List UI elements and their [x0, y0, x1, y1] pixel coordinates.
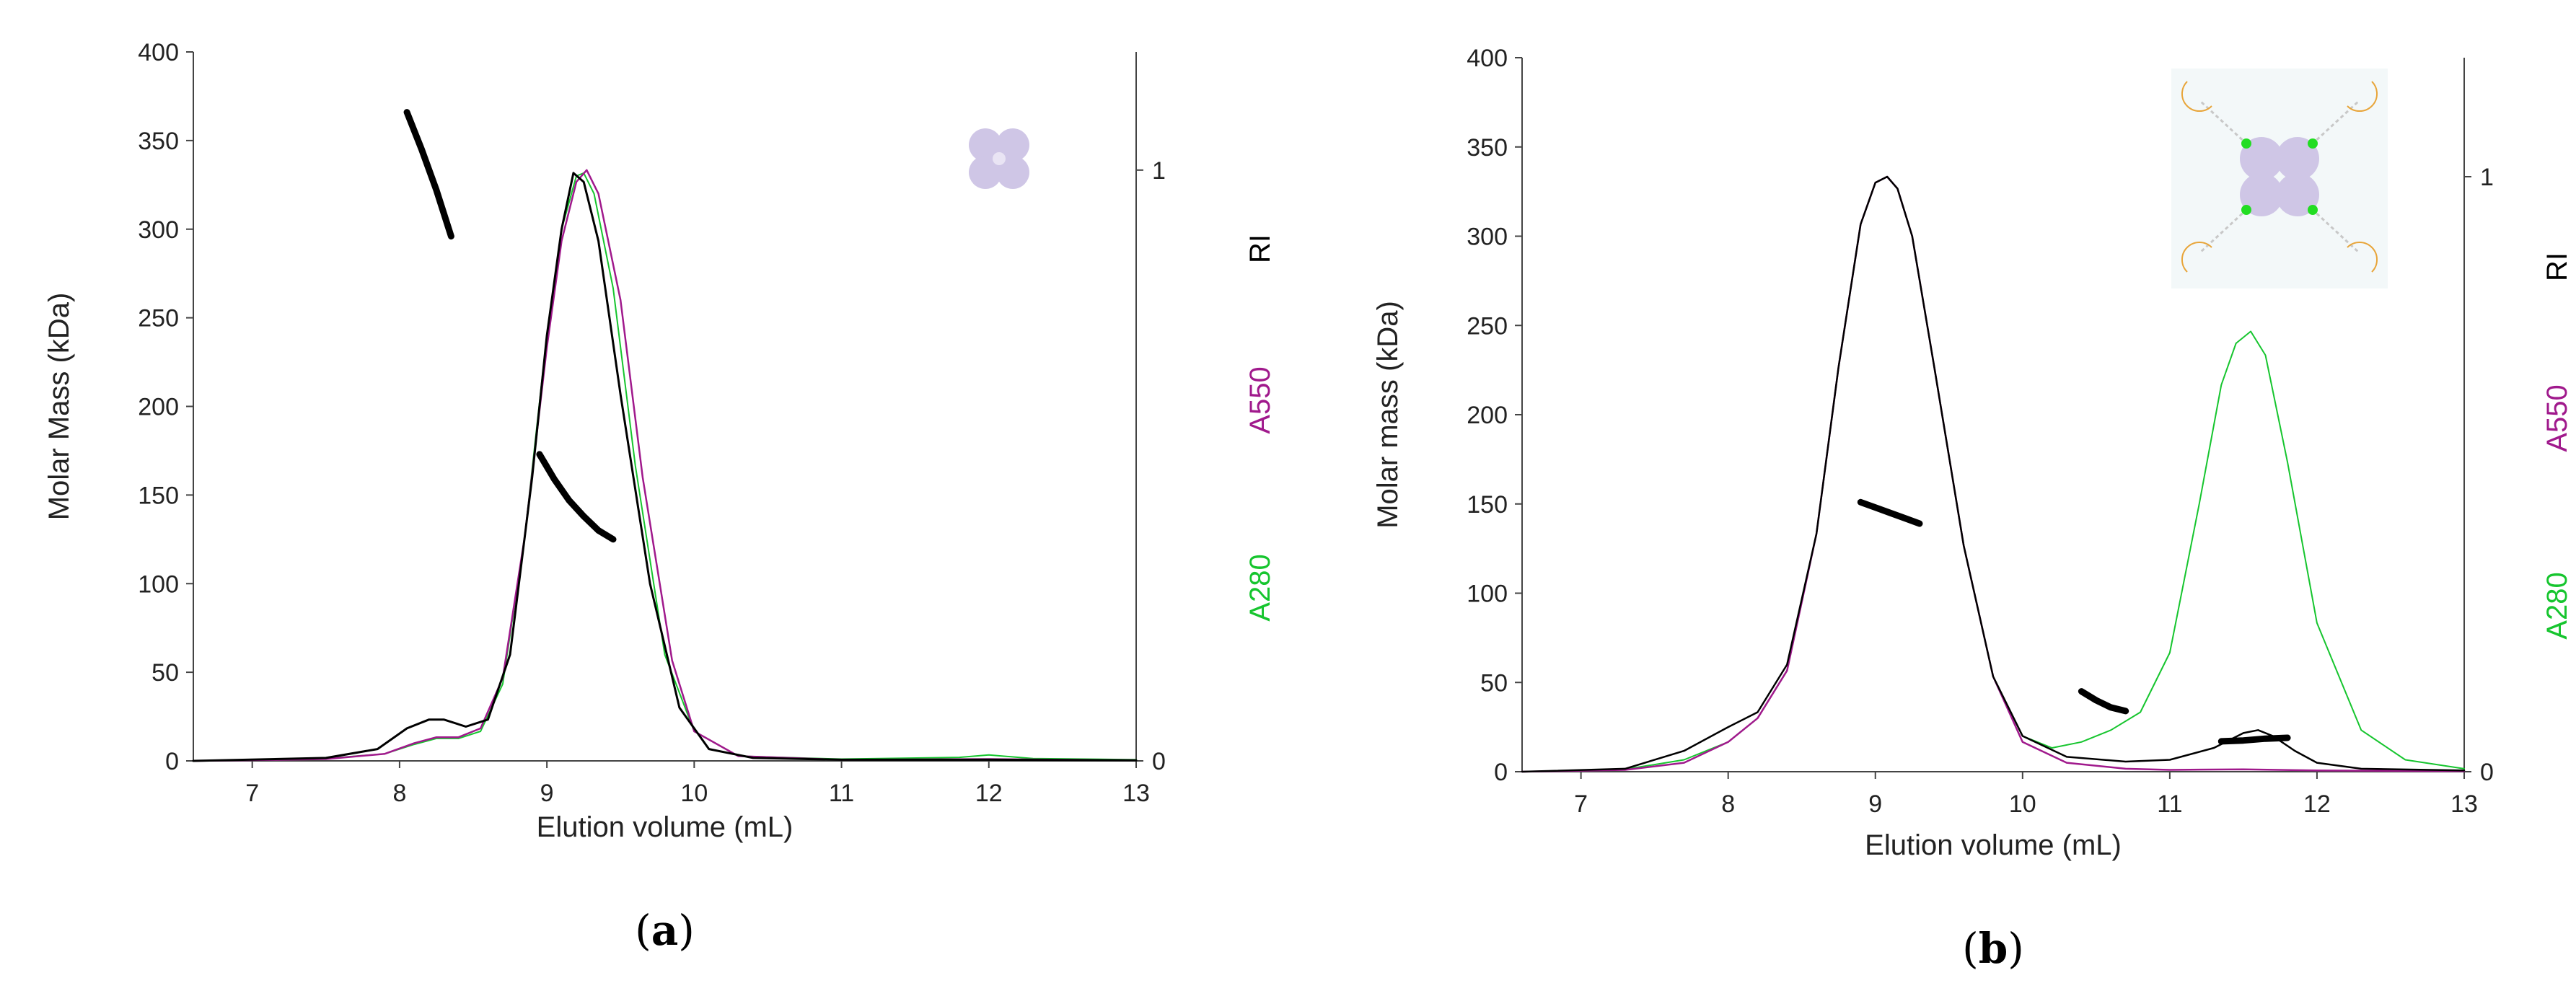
- y-tick-label: 0: [1494, 759, 1508, 786]
- y2-tick-label: 1: [2480, 164, 2494, 191]
- y-tick-label: 350: [1467, 134, 1508, 162]
- y-tick-label: 150: [138, 482, 179, 509]
- trace-line-1: [192, 169, 1138, 762]
- x-tick-label: 8: [392, 780, 406, 807]
- y2-axis-title-ri: RI: [2541, 252, 2573, 281]
- y-tick-label: 400: [1467, 45, 1508, 72]
- y-tick-label: 150: [1467, 491, 1508, 519]
- y-tick-label: 50: [151, 659, 179, 687]
- chart-panel-a: 7 8 9 10 11 12 1305010015020025030035040001Elu…: [43, 39, 1276, 955]
- y2-tick-label: 0: [1152, 748, 1166, 775]
- y-tick-label: 350: [138, 128, 179, 155]
- y2-axis-title-a280: A280: [2541, 572, 2573, 639]
- x-tick-label: 13: [1122, 780, 1150, 807]
- y-tick-label: 250: [138, 305, 179, 332]
- chart-panel-b: 7 8 9 10 11 12 1305010015020025030035040001Elu…: [1372, 45, 2573, 973]
- conjugate-icon: [2171, 69, 2388, 288]
- trace-line-2: [192, 172, 1138, 762]
- y-tick-label: 100: [138, 570, 179, 598]
- y-tick-label: 200: [1467, 402, 1508, 429]
- molar-mass-segment-3: [403, 109, 454, 240]
- tetramer-icon: [969, 128, 1029, 189]
- x-tick-label: 9: [540, 780, 554, 807]
- x-axis-title: Elution volume (mL): [1865, 829, 2122, 861]
- molar-mass-segment-5: [2217, 734, 2291, 745]
- panel-label: (a): [635, 906, 695, 955]
- y-tick-label: 100: [1467, 581, 1508, 608]
- y2-tick-label: 1: [1152, 157, 1166, 185]
- x-tick-label: 11: [829, 780, 854, 807]
- y-axis-title: Molar mass (kDa): [1372, 301, 1404, 529]
- y-axis-title: Molar Mass (kDa): [43, 293, 75, 521]
- trace-line-0: [193, 172, 1137, 762]
- y2-axis-title-a550: A550: [1244, 366, 1276, 433]
- y2-tick-label: 0: [2480, 759, 2494, 786]
- x-tick-label: 8: [1721, 790, 1735, 818]
- x-tick-label: 12: [2303, 790, 2331, 818]
- x-tick-label: 13: [2450, 790, 2478, 818]
- y2-axis-title-ri: RI: [1244, 234, 1276, 263]
- molar-mass-segment-3: [1857, 498, 1923, 527]
- y2-axis-title-a280: A280: [1244, 554, 1276, 621]
- x-tick-label: 10: [2009, 790, 2036, 818]
- y-tick-label: 200: [138, 394, 179, 421]
- y2-axis-title-a550: A550: [2541, 384, 2573, 451]
- molar-mass-segment-4: [2078, 688, 2129, 715]
- y-tick-label: 400: [138, 39, 179, 66]
- x-tick-label: 7: [245, 780, 259, 807]
- x-tick-label: 12: [975, 780, 1003, 807]
- x-tick-label: 10: [680, 780, 708, 807]
- y-tick-label: 250: [1467, 312, 1508, 340]
- x-tick-label: 9: [1868, 790, 1882, 818]
- y-tick-label: 0: [165, 748, 179, 775]
- y-tick-label: 300: [1467, 224, 1508, 251]
- trace-line-2: [1521, 175, 2466, 773]
- molar-mass-segment-4: [536, 451, 617, 543]
- y-tick-label: 300: [138, 216, 179, 244]
- panel-label: (b): [1962, 924, 2024, 973]
- y-tick-label: 50: [1480, 669, 1508, 697]
- x-tick-label: 7: [1574, 790, 1588, 818]
- x-axis-title: Elution volume (mL): [537, 811, 794, 843]
- x-tick-label: 11: [2157, 790, 2182, 818]
